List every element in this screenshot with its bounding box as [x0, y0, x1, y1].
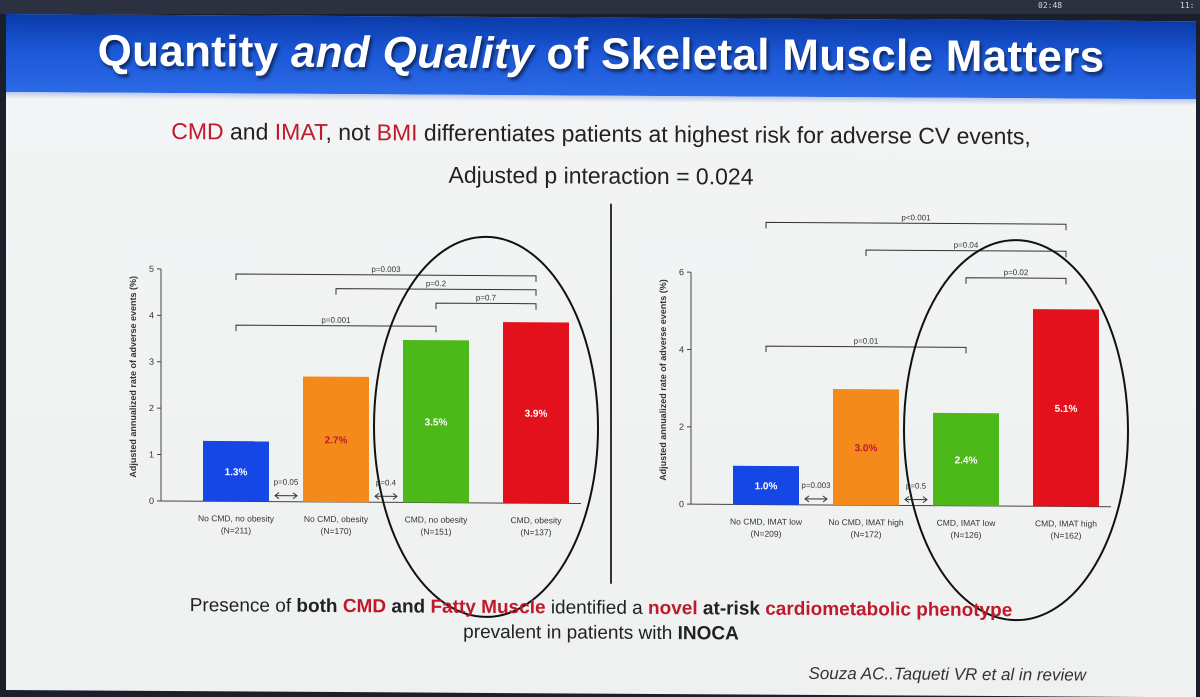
conclusion-at-risk: at-risk — [698, 598, 766, 619]
subtitle-line-1: CMD and IMAT, not BMI differentiates pat… — [6, 117, 1196, 151]
imat-bracket — [966, 278, 1066, 285]
obesity-y-tick-label: 3 — [149, 357, 154, 367]
imat-bracket — [866, 250, 1066, 257]
subtitle-rest: differentiates patients at highest risk … — [418, 120, 1031, 150]
imat-bar-value-label: 1.0% — [755, 481, 778, 492]
chart-divider — [610, 204, 612, 584]
imat-category-n-label: (N=172) — [851, 529, 882, 539]
obesity-y-axis-label: Adjusted annualized rate of adverse even… — [128, 276, 138, 478]
citation: Souza AC..Taqueti VR et al in review — [809, 664, 1087, 686]
imat-y-tick-label: 2 — [679, 422, 684, 432]
imat-category-label: CMD, IMAT high — [1035, 518, 1097, 528]
obesity-category-label: CMD, obesity — [510, 515, 562, 525]
obesity-y-tick-label: 4 — [149, 310, 154, 320]
conclusion-prevalent: prevalent in patients with — [463, 622, 677, 644]
obesity-bracket — [336, 289, 536, 296]
imat-y-axis-label: Adjusted annualized rate of adverse even… — [658, 279, 668, 481]
obesity-category-label: No CMD, obesity — [304, 514, 369, 524]
subtitle-line-2: Adjusted p interaction = 0.024 — [6, 159, 1196, 193]
obesity-y-tick-label: 2 — [149, 403, 154, 413]
obesity-bracket — [236, 274, 536, 282]
obesity-bracket — [236, 325, 436, 332]
imat-y-tick-label: 0 — [679, 499, 684, 509]
obesity-category-n-label: (N=170) — [321, 526, 352, 536]
obesity-y-tick-label: 0 — [149, 496, 154, 506]
imat-y-tick-label: 4 — [679, 344, 684, 354]
imat-bar-value-label: 3.0% — [855, 443, 878, 454]
imat-category-n-label: (N=162) — [1051, 530, 1082, 540]
conclusion-phenotype: cardiometabolic phenotype — [765, 599, 1012, 622]
imat-bracket — [766, 346, 966, 353]
obesity-y-tick-label: 1 — [149, 449, 154, 459]
subtitle-bmi: BMI — [377, 119, 418, 145]
obesity-bar-value-label: 2.7% — [325, 435, 348, 446]
imat-category-label: CMD, IMAT low — [937, 518, 997, 528]
chart-imat-svg: 0 2 4 6 Adjusted annualized rate of adverse … — [646, 218, 1126, 571]
obesity-bracket-p-label: p=0.003 — [371, 265, 401, 274]
imat-adjacent-p-label: p=0.003 — [801, 481, 831, 490]
imat-y-tick-label: 6 — [679, 267, 684, 277]
conclusion-novel: novel — [648, 598, 698, 619]
obesity-adjacent-p-label: p=0.05 — [274, 478, 299, 487]
obesity-category-n-label: (N=151) — [421, 527, 452, 537]
title-part-and-quality: and Quality — [291, 28, 534, 78]
title-banner: Quantity and Quality of Skeletal Muscle … — [6, 14, 1196, 99]
conclusion-both: both — [296, 596, 342, 617]
conclusion-line-2: prevalent in patients with INOCA — [6, 619, 1196, 648]
obesity-category-label: CMD, no obesity — [405, 514, 469, 524]
subtitle-imat: IMAT — [275, 119, 326, 145]
imat-bracket-p-label: p=0.02 — [1004, 268, 1029, 277]
chart-obesity-svg: 0 1 2 3 4 5 Adjusted annualized rate of advers… — [116, 215, 596, 568]
conclusion-cmd: CMD — [343, 596, 386, 617]
slide-title: Quantity and Quality of Skeletal Muscle … — [6, 26, 1196, 83]
imat-bar-value-label: 2.4% — [955, 455, 978, 466]
chart-imat: 0 2 4 6 Adjusted annualized rate of adverse … — [646, 218, 1126, 571]
obesity-bar-value-label: 1.3% — [225, 467, 248, 478]
imat-bracket-p-label: p=0.04 — [954, 241, 979, 250]
obesity-bracket-p-label: p=0.7 — [476, 293, 497, 302]
obesity-bracket-p-label: p=0.001 — [321, 316, 351, 325]
obesity-bracket — [436, 303, 536, 310]
obesity-y-tick-label: 5 — [149, 264, 154, 274]
obesity-bar-value-label: 3.9% — [525, 409, 548, 420]
conclusion-line-1: Presence of both CMD and Fatty Muscle id… — [6, 594, 1196, 623]
chart-obesity: 0 1 2 3 4 5 Adjusted annualized rate of advers… — [116, 215, 596, 568]
conclusion-and: and — [386, 596, 430, 617]
obesity-category-n-label: (N=211) — [221, 525, 251, 535]
conclusion-inoca: INOCA — [678, 623, 739, 644]
obesity-category-label: No CMD, no obesity — [198, 513, 275, 523]
imat-bracket-p-label: p=0.01 — [854, 337, 879, 346]
imat-category-n-label: (N=126) — [951, 530, 982, 540]
imat-bracket-p-label: p<0.001 — [901, 213, 931, 222]
subtitle-cmd: CMD — [171, 118, 223, 144]
conclusion-fatty-muscle: Fatty Muscle — [430, 597, 545, 619]
imat-category-label: No CMD, IMAT high — [828, 517, 904, 527]
imat-category-label: No CMD, IMAT low — [730, 516, 803, 526]
conclusion-identified: identified a — [546, 597, 648, 619]
subtitle-not: , not — [325, 119, 376, 145]
imat-category-n-label: (N=209) — [751, 529, 782, 539]
presentation-slide: Quantity and Quality of Skeletal Muscle … — [6, 14, 1196, 697]
clock-time-secondary: 11: — [1180, 1, 1194, 10]
imat-bar-value-label: 5.1% — [1055, 404, 1078, 415]
clock-time: 02:48 — [1038, 1, 1062, 10]
obesity-bar-value-label: 3.5% — [425, 417, 448, 428]
obesity-bracket-p-label: p=0.2 — [426, 279, 447, 288]
obesity-category-n-label: (N=137) — [521, 527, 552, 537]
title-part-quantity: Quantity — [98, 27, 291, 77]
imat-bracket — [766, 222, 1066, 230]
title-part-rest: of Skeletal Muscle Matters — [534, 29, 1105, 81]
status-bar: 02:48 11: — [0, 0, 1200, 14]
subtitle-and: and — [224, 118, 275, 144]
conclusion-text: Presence of — [190, 595, 297, 617]
